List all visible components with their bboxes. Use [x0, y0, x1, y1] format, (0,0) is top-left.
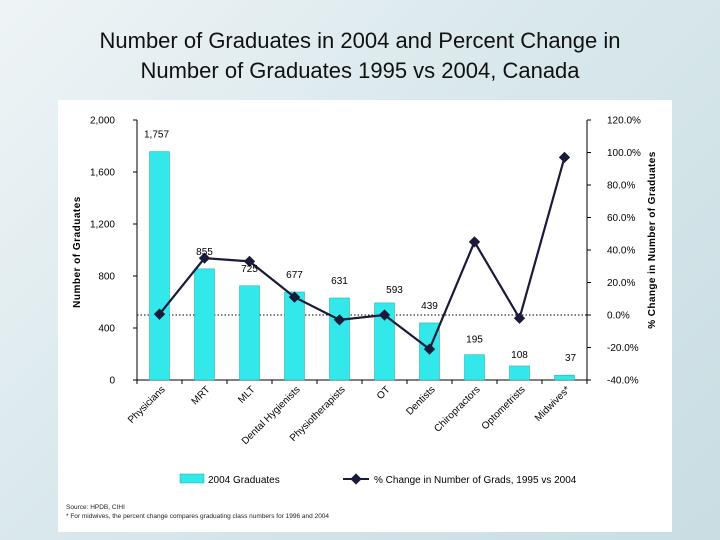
- legend-line-marker: [350, 473, 362, 485]
- right-tick-label: 60.0%: [607, 213, 635, 224]
- percent-change-line: [158, 157, 566, 351]
- right-tick-label: 0.0%: [607, 311, 630, 322]
- bar-midwives: [554, 374, 575, 381]
- bar-value-label: 439: [421, 301, 438, 312]
- slide-title: Number of Graduates in 2004 and Percent …: [20, 26, 700, 86]
- bar-value-label: 37: [565, 353, 577, 364]
- right-tick-label: 40.0%: [607, 246, 635, 257]
- chart-svg: 0 400 800 1,200 1,600 2,000 -40.0% -20.0% 0.0% 20…: [72, 116, 658, 487]
- left-tick-label: 0: [109, 376, 115, 387]
- category-label: MRT: [190, 384, 213, 407]
- bar-value-label: 1,757: [144, 130, 169, 141]
- right-tick-label: -40.0%: [607, 376, 639, 387]
- category-label: Dentists: [404, 384, 437, 417]
- footnotes: Source: HPDB, CIHI * For midwives, the p…: [66, 503, 329, 521]
- left-axis-title: Number of Graduates: [72, 196, 83, 308]
- category-label: Chiropractors: [432, 384, 482, 434]
- title-line-2: Number of Graduates 1995 vs 2004, Canada: [140, 58, 580, 83]
- percent-change-marker: [558, 151, 571, 164]
- category-label: MLT: [236, 384, 257, 405]
- right-tick-label: 120.0%: [607, 116, 641, 127]
- left-tick-label: 800: [98, 272, 115, 283]
- category-label: Midwives*: [533, 384, 573, 424]
- right-axis-title: % Change in Number of Graduates: [647, 151, 658, 328]
- left-tick-label: 400: [98, 324, 115, 335]
- bar-value-label: 195: [466, 335, 483, 346]
- category-label: OT: [375, 384, 393, 402]
- percent-change-marker: [288, 291, 301, 303]
- bar-ot: [374, 302, 395, 381]
- percent-change-marker: [423, 343, 436, 355]
- percent-change-marker: [333, 314, 346, 326]
- right-tick-label: 80.0%: [607, 181, 635, 192]
- bar-value-label: 108: [511, 350, 528, 361]
- percent-change-marker: [198, 252, 211, 264]
- bar-mrt: [194, 268, 215, 381]
- bar-value-label: 593: [386, 285, 403, 296]
- right-tick-label: -20.0%: [607, 343, 639, 354]
- legend-bar-swatch: [179, 473, 205, 484]
- title-line-1: Number of Graduates in 2004 and Percent …: [99, 28, 621, 53]
- bar-value-label: 677: [286, 270, 303, 281]
- legend-bar-label: 2004 Graduates: [208, 475, 280, 486]
- bar-physicians: [149, 151, 170, 381]
- bar-value-label: 631: [331, 276, 348, 287]
- category-label: Optometrists: [480, 384, 528, 432]
- left-tick-label: 2,000: [90, 116, 115, 127]
- percent-change-marker: [513, 312, 526, 324]
- bar-value-label: 855: [196, 247, 213, 258]
- right-tick-label: 20.0%: [607, 278, 635, 289]
- left-tick-label: 1,200: [90, 220, 115, 231]
- bar-optometrists: [509, 365, 530, 381]
- bar-mlt: [239, 285, 260, 381]
- bar-dental-hygienists: [284, 291, 305, 381]
- percent-change-marker: [378, 309, 391, 321]
- percent-change-marker: [243, 255, 256, 268]
- bar-chiropractors: [464, 354, 485, 381]
- chart-panel: 0 400 800 1,200 1,600 2,000 -40.0% -20.0% 0.0% 20…: [58, 100, 672, 532]
- percent-change-marker: [468, 236, 481, 248]
- bar-value-label: 725: [241, 264, 258, 275]
- category-label: Physicians: [126, 384, 168, 426]
- bar-physiotherapists: [329, 297, 350, 381]
- right-tick-label: 100.0%: [607, 148, 641, 159]
- legend-line-label: % Change in Number of Grads, 1995 vs 200…: [374, 475, 577, 486]
- footnote-source: Source: HPDB, CIHI: [66, 504, 125, 511]
- left-tick-label: 1,600: [90, 168, 115, 179]
- footnote-note: * For midwives, the percent change compa…: [66, 513, 330, 520]
